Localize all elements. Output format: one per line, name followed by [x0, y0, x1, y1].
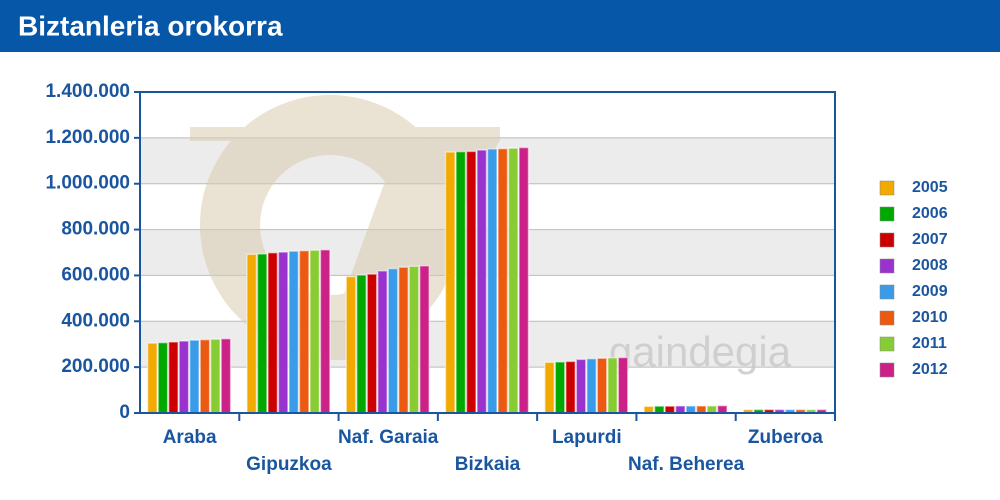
plot-frame	[139, 91, 836, 414]
legend-label: 2011	[912, 335, 947, 352]
bar	[366, 273, 378, 414]
bar	[544, 361, 556, 414]
bar	[267, 251, 279, 414]
legend-label: 2010	[912, 309, 948, 326]
bar	[209, 338, 221, 414]
bar	[685, 405, 697, 414]
bar	[277, 251, 289, 414]
legend-swatch	[879, 362, 895, 378]
bar	[157, 341, 169, 414]
bar	[345, 275, 357, 414]
legend-swatch	[879, 180, 895, 196]
y-tick-label: 1.400.000	[45, 81, 130, 102]
bar	[695, 405, 707, 414]
bar	[465, 150, 477, 414]
x-tick-label: Gipuzkoa	[246, 454, 332, 475]
bar	[298, 249, 310, 414]
y-tick-label: 1.000.000	[45, 173, 130, 194]
bar	[319, 248, 331, 414]
bar	[188, 339, 200, 414]
bar	[220, 337, 232, 414]
bar	[418, 265, 430, 414]
legend-label: 2008	[912, 257, 948, 274]
bar	[518, 146, 530, 414]
bar	[674, 405, 686, 414]
bar	[716, 404, 728, 414]
bar	[565, 360, 577, 414]
bar	[408, 265, 420, 414]
bar	[554, 361, 566, 414]
bar	[653, 405, 665, 414]
bar	[586, 357, 598, 414]
bar	[397, 266, 409, 414]
y-tick-label: 200.000	[61, 356, 130, 377]
x-tick-label: Lapurdi	[552, 427, 622, 448]
y-tick-label: 0	[119, 402, 130, 423]
bar	[376, 270, 388, 414]
legend-swatch	[879, 284, 895, 300]
x-tick-label: Naf. Garaia	[338, 427, 439, 448]
y-tick-label: 1.200.000	[45, 127, 130, 148]
x-tick-label: Zuberoa	[748, 427, 823, 448]
y-tick-label: 400.000	[61, 310, 130, 331]
header-bar	[0, 0, 1000, 52]
bar	[617, 356, 629, 414]
watermark: gaindegia	[609, 328, 792, 375]
y-tick-label: 600.000	[61, 264, 130, 285]
bar	[607, 356, 619, 414]
bar	[167, 341, 179, 414]
bar	[497, 147, 509, 414]
y-tick-label: 800.000	[61, 219, 130, 240]
bar	[246, 253, 258, 414]
legend-label: 2012	[912, 361, 948, 378]
legend-label: 2009	[912, 283, 948, 300]
bar	[664, 405, 676, 414]
bar	[444, 151, 456, 414]
x-tick-label: Naf. Beherea	[628, 454, 745, 475]
chart-title: Biztanleria orokorra	[18, 10, 283, 41]
bar	[575, 358, 587, 414]
bar	[476, 149, 488, 414]
bar	[455, 150, 467, 414]
bar	[355, 274, 367, 414]
legend-label: 2007	[912, 231, 948, 248]
bar	[256, 253, 268, 414]
legend-label: 2005	[912, 179, 948, 196]
legend-swatch	[879, 232, 895, 248]
legend-swatch	[879, 336, 895, 352]
x-tick-label: Araba	[163, 427, 217, 448]
bar	[596, 357, 608, 414]
x-tick-label: Bizkaia	[455, 454, 521, 475]
legend-label: 2006	[912, 205, 948, 222]
bar	[178, 340, 190, 414]
bar	[199, 338, 211, 414]
bar	[387, 267, 399, 414]
legend-swatch	[879, 310, 895, 326]
bar	[288, 250, 300, 414]
bar	[706, 405, 718, 414]
legend-swatch	[879, 206, 895, 222]
bar	[146, 342, 158, 414]
bar	[507, 147, 519, 414]
legend-swatch	[879, 258, 895, 274]
bar	[486, 148, 498, 414]
bar	[309, 249, 321, 414]
